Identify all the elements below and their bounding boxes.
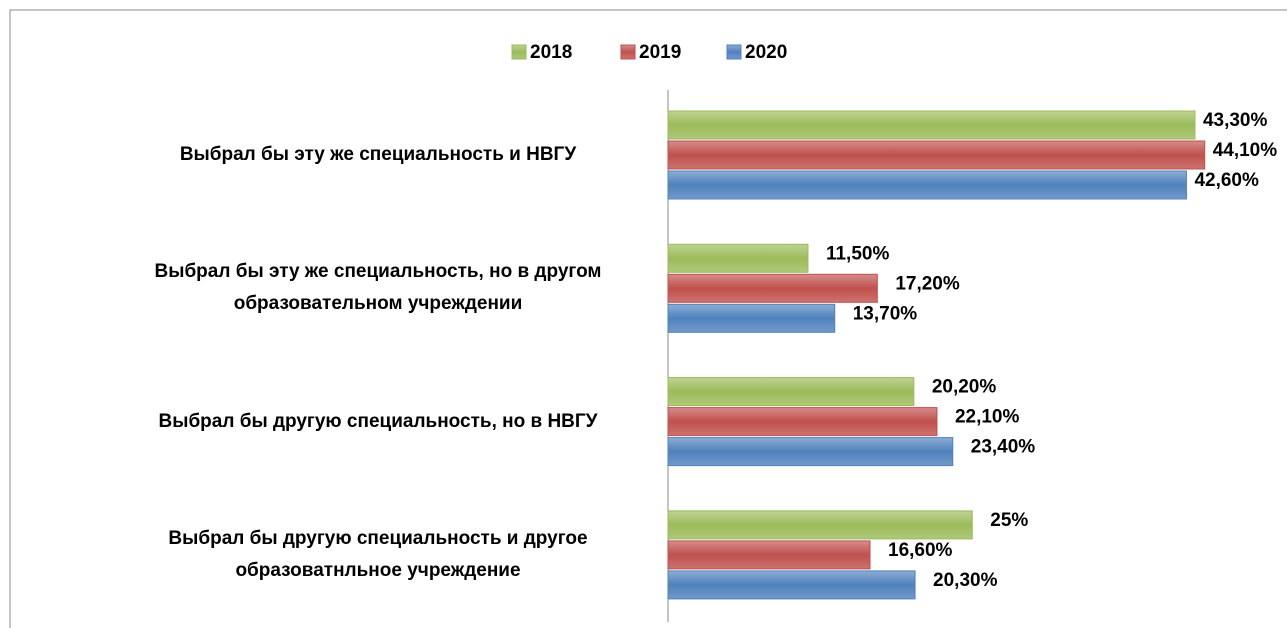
- value-label: 20,30%: [933, 570, 998, 591]
- value-label: 16,60%: [888, 540, 953, 561]
- category-label: Выбрал бы эту же специальность и НВГУ: [179, 144, 577, 165]
- value-label: 17,20%: [895, 273, 960, 294]
- chart-frame: [9, 9, 1287, 628]
- bar: [667, 540, 871, 570]
- bar: [667, 510, 973, 540]
- legend-label: 2018: [530, 42, 572, 63]
- legend-swatch: [511, 44, 527, 60]
- value-label: 23,40%: [971, 437, 1036, 458]
- legend-label: 2020: [745, 42, 787, 63]
- bar: [667, 110, 1196, 140]
- value-label: 11,50%: [826, 243, 889, 264]
- value-label: 13,70%: [853, 303, 918, 324]
- category-label: Выбрал бы эту же специальность, но в дру…: [154, 261, 602, 315]
- bar: [667, 570, 916, 600]
- value-label: 44,10%: [1213, 140, 1278, 161]
- value-label: 20,20%: [932, 377, 997, 398]
- bar: [667, 140, 1206, 170]
- legend-swatch: [726, 44, 742, 60]
- category-label: Выбрал бы другую специальность, но в НВГ…: [158, 410, 598, 432]
- bar: [667, 303, 836, 333]
- bar: [667, 273, 878, 303]
- legend-label: 2019: [639, 42, 681, 63]
- bar: [667, 437, 954, 467]
- category-label: Выбрал бы другую специальность и другое …: [168, 527, 588, 581]
- value-label: 25%: [990, 510, 1028, 531]
- bar: [667, 243, 809, 273]
- value-label: 42,60%: [1194, 170, 1259, 191]
- bar: [667, 170, 1187, 200]
- value-label: 22,10%: [955, 407, 1020, 428]
- legend-swatch: [620, 44, 636, 60]
- value-label: 43,30%: [1203, 110, 1268, 131]
- bar: [667, 407, 938, 437]
- bar: [667, 377, 915, 407]
